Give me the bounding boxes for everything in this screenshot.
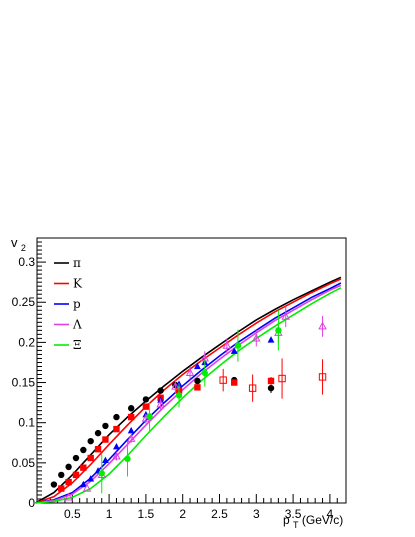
data-point [50, 481, 58, 488]
data-point [113, 442, 120, 450]
y-tick-label: 0.1 [18, 416, 35, 430]
x-tick-label: 3.5 [285, 507, 302, 521]
x-axis-title-sub: T [293, 520, 299, 530]
data-point [127, 413, 135, 421]
data-point [222, 340, 232, 349]
data-point [124, 455, 131, 463]
data-point [194, 377, 201, 385]
data-point [318, 373, 327, 381]
data-point [102, 436, 109, 443]
legend-label: K [73, 277, 83, 291]
y-tick-label: 0.15 [12, 376, 36, 390]
data-point [87, 454, 94, 462]
data-point [94, 445, 102, 453]
data-point [79, 480, 87, 488]
data-point [87, 437, 94, 445]
model-curve [35, 284, 342, 504]
data-point [142, 403, 150, 410]
y-tick-label: 0.3 [18, 255, 35, 269]
data-point [267, 336, 275, 343]
data-point [58, 471, 65, 479]
x-tick-label: 3 [253, 507, 260, 521]
data-point [102, 422, 109, 430]
data-point [267, 377, 275, 385]
y-axis-title-main: v [11, 235, 18, 250]
legend-label: Ξ [73, 338, 81, 352]
data-point [275, 327, 282, 334]
data-point [201, 369, 208, 377]
y-tick-label: 0.25 [12, 295, 36, 309]
data-point [112, 451, 121, 460]
data-point [156, 399, 165, 408]
model-curve [35, 287, 342, 504]
data-point [281, 311, 290, 320]
x-tick-label: 1 [106, 507, 113, 521]
model-curve [35, 282, 342, 504]
data-point [194, 384, 201, 391]
y-tick-label: 0.05 [12, 456, 36, 470]
data-point [126, 433, 136, 442]
data-point [127, 426, 135, 434]
data-point [94, 429, 102, 437]
data-point [80, 446, 87, 454]
axes: 0.5 1 1.5 2 2.5 3 3.5 4 0.05 0.1 0.15 0.2 0.25 0.3 0 [12, 241, 338, 521]
x-tick-label: 1.5 [138, 507, 155, 521]
legend-label: Λ [72, 318, 82, 332]
data-point [234, 342, 242, 349]
data-point [65, 463, 72, 471]
data-point [113, 425, 120, 433]
y-axis-title-sub: 2 [21, 243, 26, 253]
legend-label: π [73, 256, 81, 270]
data-point [194, 362, 201, 370]
y-tick-label: 0.2 [18, 335, 35, 349]
data-point [146, 413, 153, 420]
legend-label: p [73, 297, 81, 311]
data-point [278, 374, 286, 383]
data-point [102, 456, 109, 464]
y-axis-title: v 2 [11, 235, 26, 253]
data-point [82, 483, 92, 492]
data-point [185, 368, 195, 377]
x-tick-label: 0.5 [64, 507, 81, 521]
data-point [58, 485, 65, 492]
x-axis-title-main: p [283, 513, 290, 527]
data-point [72, 471, 80, 479]
data-point [142, 396, 150, 403]
data-point [64, 492, 73, 501]
data-point [219, 376, 227, 384]
y-tick-label: 0 [28, 496, 35, 510]
x-tick-label: 4 [327, 507, 334, 521]
data-point [113, 413, 120, 421]
data-point [252, 333, 261, 342]
model-curve [35, 278, 342, 504]
data-point [80, 464, 87, 471]
data-point [171, 381, 180, 390]
data-point [230, 347, 238, 354]
data-point [98, 470, 105, 477]
data-point [65, 478, 72, 486]
data-point [267, 384, 275, 392]
data-point [72, 454, 80, 462]
x-tick-label: 2.5 [211, 507, 228, 521]
data-point [175, 392, 183, 399]
x-axis-title: p T (GeV/c) [283, 513, 343, 531]
data-points [50, 306, 327, 501]
x-tick-label: 2 [179, 507, 186, 521]
data-point [248, 384, 257, 392]
data-point [318, 321, 327, 330]
data-point [157, 387, 164, 394]
data-point [87, 475, 95, 482]
x-axis-title-unit: (GeV/c) [302, 513, 343, 527]
data-point [127, 405, 135, 412]
data-point [231, 379, 238, 386]
